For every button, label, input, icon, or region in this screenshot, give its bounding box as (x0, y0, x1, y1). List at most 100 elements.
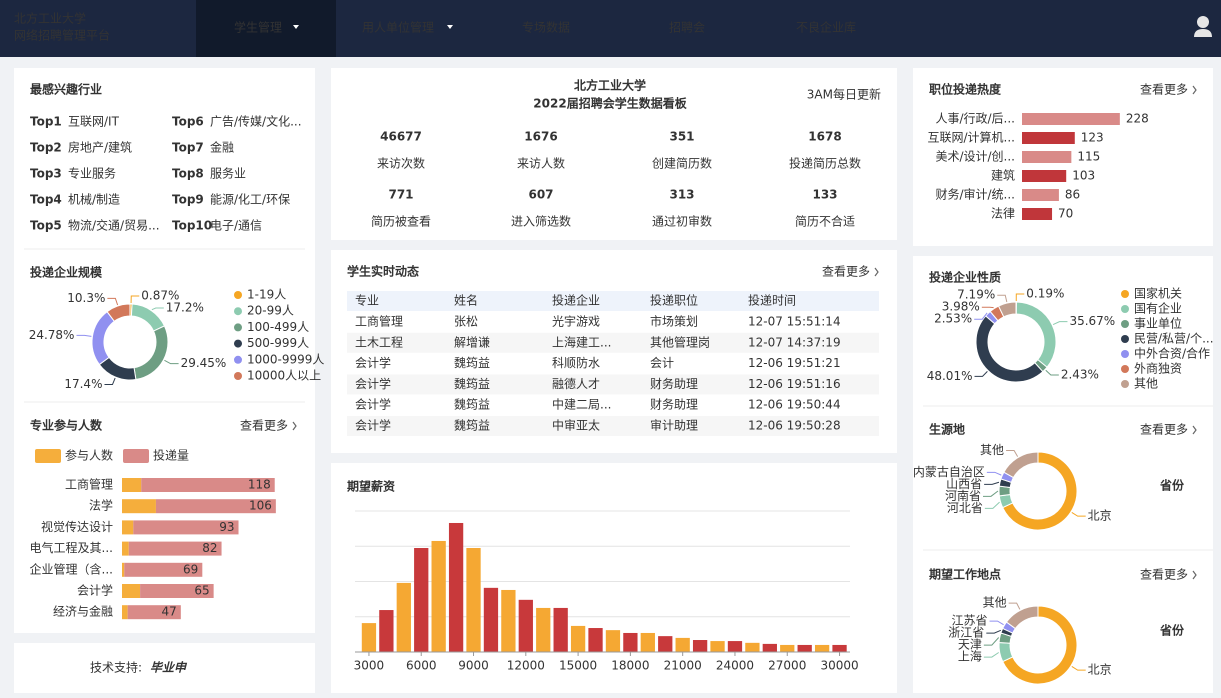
industry-name: 能源/化工/环保 (210, 193, 290, 207)
stat-value: 1676 (524, 130, 557, 144)
bar (536, 607, 551, 652)
bar (814, 644, 830, 652)
bar-segment (127, 605, 181, 620)
bar-value: 118 (248, 478, 271, 492)
table-cell: 审计助理 (650, 418, 698, 433)
table-cell: 土木工程 (355, 334, 403, 349)
legend-swatch (35, 449, 61, 463)
leader-line (130, 295, 140, 304)
more-link[interactable]: 查看更多 (1140, 423, 1188, 437)
slice-label: 天津 (958, 638, 982, 652)
legend-label: 参与人数 (65, 448, 113, 463)
more-link[interactable]: 查看更多 (240, 419, 288, 433)
chevron (1192, 85, 1197, 95)
table-header: 投递时间 (748, 293, 796, 308)
bar (1022, 132, 1075, 144)
bar-segment (122, 584, 141, 598)
bar-category: 会计学 (77, 583, 113, 598)
table-cell: 中审亚太 (552, 418, 600, 433)
table-header: 专业 (355, 293, 379, 308)
leader-line (104, 377, 116, 386)
bar-value: 93 (219, 520, 234, 534)
chevron (292, 421, 297, 431)
table-cell: 会计学 (355, 355, 391, 370)
nav-item[interactable]: 招聘会 (669, 21, 705, 35)
bar-category: 财务/审计/统... (935, 187, 1015, 202)
legend-label: 投递量 (153, 448, 189, 463)
legend-dot (234, 339, 242, 348)
stat-label: 投递简历总数 (789, 156, 861, 171)
donut-slice (1005, 605, 1039, 630)
bar-segment (122, 605, 128, 620)
nav-item[interactable]: 专场数据 (522, 20, 570, 35)
user-icon[interactable] (1194, 16, 1212, 37)
panel-title: 期望薪资 (347, 479, 395, 494)
leader-line (107, 297, 119, 306)
more-link[interactable]: 查看更多 (822, 265, 870, 279)
bar-segment (141, 478, 275, 492)
legend-label: 事业单位 (1134, 316, 1182, 331)
legend-label: 20-99人 (247, 304, 294, 318)
stat-label: 来访次数 (377, 156, 425, 171)
stat-label: 创建简历数 (652, 156, 712, 171)
legend-label: 民营/私营/个... (1134, 332, 1214, 346)
legend-dot (1121, 365, 1129, 373)
bar-segment (122, 562, 125, 577)
legend-label: 国有企业 (1134, 301, 1182, 316)
table-cell: 魏筠益 (454, 397, 490, 412)
rank: Top9 (172, 193, 204, 207)
leader-line (984, 501, 1000, 509)
more-link[interactable]: 查看更多 (1140, 83, 1188, 97)
slice-label: 3.98% (942, 300, 980, 314)
leader-line (986, 629, 1002, 634)
nav-item[interactable]: 学生管理 (234, 20, 282, 35)
stat-value: 133 (812, 188, 837, 202)
table-cell: 会计学 (355, 376, 391, 391)
leader-line (1006, 450, 1019, 457)
bar (675, 637, 690, 652)
legend-dot (234, 355, 242, 364)
table-header: 姓名 (454, 293, 478, 308)
industry-name: 服务业 (210, 166, 246, 181)
table-cell: 魏筠益 (454, 376, 490, 391)
legend-dot (234, 323, 242, 332)
rank: Top10 (172, 219, 212, 233)
bar-value: 69 (183, 562, 198, 576)
legend-dot (1121, 335, 1129, 343)
panel-title: 生源地 (929, 422, 965, 437)
chevron (874, 267, 879, 277)
bar-value: 70 (1058, 207, 1073, 221)
legend-dot (234, 372, 242, 380)
panel-title: 职位投递热度 (929, 82, 1002, 97)
more-link[interactable]: 查看更多 (1140, 568, 1188, 582)
legend-dot (234, 307, 242, 316)
bar (501, 589, 516, 652)
stat-label: 来访人数 (517, 156, 565, 171)
rank: Top8 (172, 167, 204, 181)
bar (448, 522, 464, 652)
slice-label: 其他 (980, 443, 1004, 457)
leader-line (1008, 602, 1021, 610)
bar-category: 法学 (89, 498, 113, 513)
bar (605, 630, 621, 652)
table-cell: 会计 (650, 356, 674, 370)
rank: Top2 (30, 141, 62, 155)
leader-line (986, 471, 1002, 476)
legend-dot (1121, 380, 1129, 388)
industry-name: 电子/通信 (210, 219, 262, 233)
nav-item[interactable]: 不良企业库 (796, 20, 856, 35)
bar-segment (155, 499, 276, 514)
slice-label: 0.19% (1026, 287, 1064, 301)
x-tick-label: 30000 (820, 659, 858, 673)
nav-item[interactable]: 用人单位管理 (362, 20, 434, 35)
legend-label: 1-19人 (247, 288, 286, 302)
bar (658, 636, 673, 652)
slice-label: 48.01% (927, 369, 973, 383)
table-cell: 12-06 19:50:28 (748, 419, 841, 433)
side-label: 省份 (1159, 478, 1185, 493)
bar (692, 640, 708, 652)
table-header: 投递职位 (650, 293, 698, 308)
side-label: 省份 (1159, 623, 1185, 638)
slice-label: 29.45% (181, 356, 227, 370)
